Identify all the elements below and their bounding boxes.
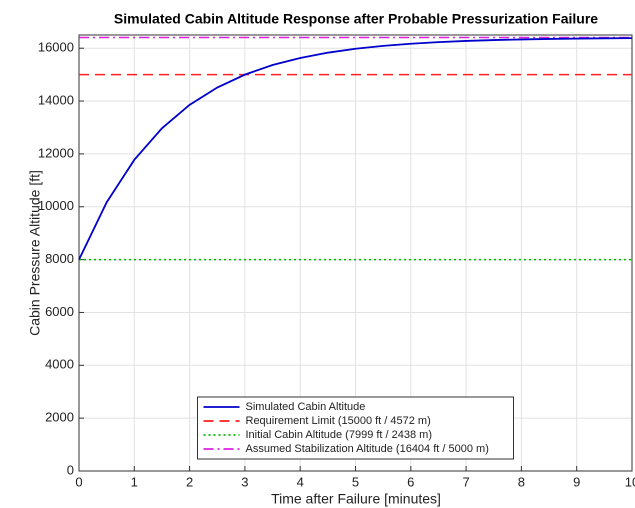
y-tick-label: 12000: [38, 145, 74, 160]
x-tick-label: 3: [241, 474, 248, 489]
y-tick-label: 6000: [45, 304, 74, 319]
x-tick-label: 1: [131, 474, 138, 489]
x-tick-label: 5: [352, 474, 359, 489]
y-tick-label: 4000: [45, 357, 74, 372]
y-tick-label: 0: [67, 462, 74, 477]
legend-label: Simulated Cabin Altitude: [246, 401, 366, 413]
x-tick-label: 4: [297, 474, 304, 489]
y-tick-label: 2000: [45, 410, 74, 425]
legend-label: Requirement Limit (15000 ft / 4572 m): [246, 415, 431, 427]
y-tick-label: 14000: [38, 92, 74, 107]
axes-box: [78, 34, 633, 472]
y-tick-label: 10000: [38, 198, 74, 213]
x-tick-label: 9: [573, 474, 580, 489]
legend-box: [197, 396, 514, 460]
x-tick-label: 7: [462, 474, 469, 489]
legend: Simulated Cabin Altitude Requirement Limi…: [197, 396, 514, 460]
legend-label: Assumed Stabilization Altitude (16404 ft…: [246, 443, 489, 455]
y-tick-label: 8000: [45, 251, 74, 266]
x-tick-label: 6: [407, 474, 414, 489]
x-tick-label: 8: [518, 474, 525, 489]
y-tick-label: 16000: [38, 40, 74, 55]
x-tick-label: 10: [625, 474, 635, 489]
x-tick-label: 2: [186, 474, 193, 489]
legend-label: Initial Cabin Altitude (7999 ft / 2438 m…: [246, 429, 433, 441]
series-line: [78, 37, 633, 261]
x-axis-label: Time after Failure [minutes]: [271, 491, 441, 507]
y-axis-label: Cabin Pressure Altitude [ft]: [27, 170, 43, 336]
chart-title: Simulated Cabin Altitude Response after …: [114, 11, 598, 27]
x-tick-label: 0: [75, 474, 82, 489]
